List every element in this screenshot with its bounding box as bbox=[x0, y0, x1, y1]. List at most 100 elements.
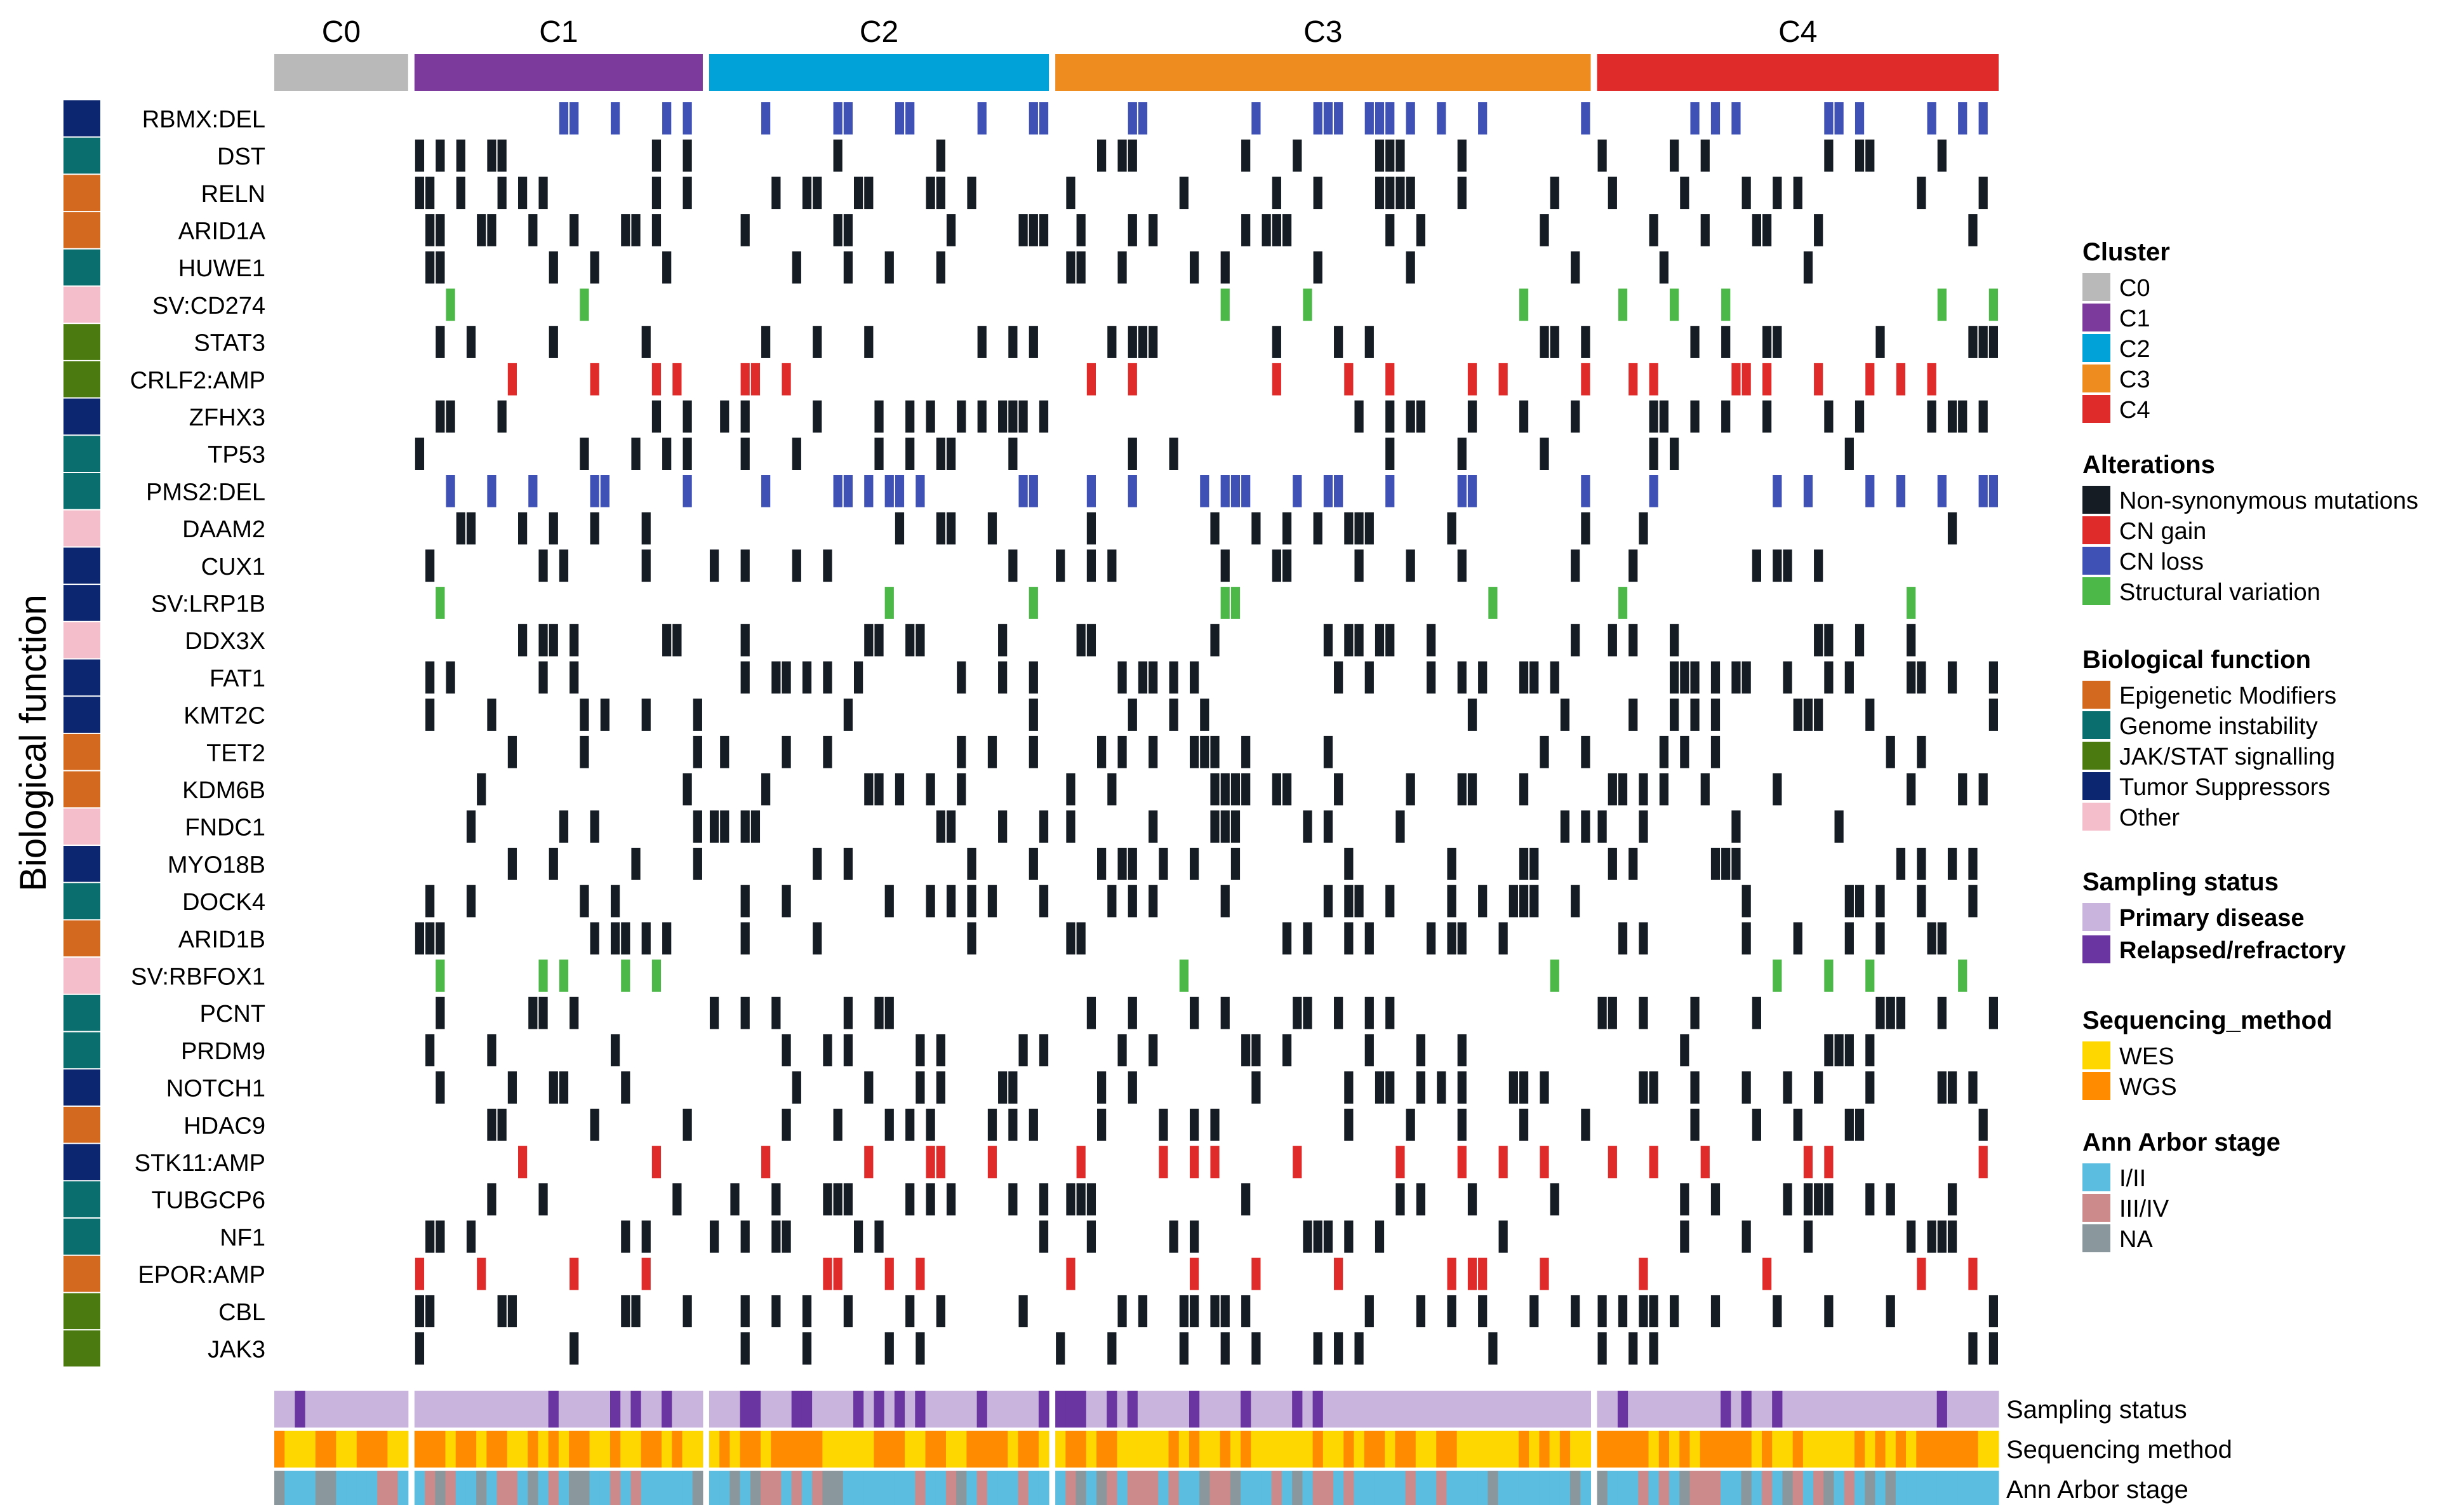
sampling-status-cell bbox=[1906, 1391, 1917, 1428]
sampling-status-cell bbox=[1312, 1391, 1324, 1428]
alteration-cell bbox=[854, 177, 863, 210]
alteration-cell bbox=[415, 922, 425, 955]
ann-arbor-stage-cell bbox=[589, 1471, 601, 1505]
alteration-cell bbox=[884, 996, 894, 1029]
sampling-status-cell bbox=[1916, 1391, 1927, 1428]
alteration-cell bbox=[1086, 1221, 1096, 1253]
alteration-cell bbox=[1988, 661, 1998, 694]
alteration-cell bbox=[549, 251, 558, 284]
alteration-cell bbox=[1200, 735, 1209, 768]
alteration-cell bbox=[1416, 1295, 1425, 1328]
alteration-cell bbox=[641, 1257, 651, 1290]
sequencing-method-cell bbox=[1617, 1431, 1628, 1468]
function-cell bbox=[63, 1032, 100, 1069]
alteration-cell bbox=[538, 624, 548, 657]
function-cell bbox=[63, 1219, 100, 1255]
alteration-cell bbox=[538, 960, 548, 992]
legend-label: Relapsed/refractory bbox=[2119, 937, 2346, 964]
alteration-cell bbox=[683, 177, 692, 210]
legend-label: Primary disease bbox=[2119, 905, 2305, 932]
alteration-cell bbox=[590, 251, 599, 284]
alteration-cell bbox=[1896, 996, 1906, 1029]
alteration-cell bbox=[1550, 177, 1559, 210]
alteration-cell bbox=[1907, 624, 1916, 657]
alteration-cell bbox=[1731, 363, 1741, 396]
sequencing-method-cell bbox=[945, 1431, 957, 1468]
sampling-status-cell bbox=[1168, 1391, 1180, 1428]
sequencing-method-cell bbox=[1834, 1431, 1845, 1468]
alteration-cell bbox=[425, 251, 435, 284]
alteration-cell bbox=[1467, 773, 1477, 806]
alteration-cell bbox=[1416, 1034, 1425, 1067]
function-cell bbox=[63, 585, 100, 621]
sampling-status-cell bbox=[1854, 1391, 1865, 1428]
alteration-cell bbox=[1272, 177, 1281, 210]
legend-title: Cluster bbox=[2082, 238, 2170, 266]
ann-arbor-stage-cell bbox=[662, 1471, 672, 1505]
alteration-cell bbox=[1189, 848, 1199, 880]
function-cell bbox=[63, 249, 100, 286]
alteration-cell bbox=[1958, 960, 1968, 992]
sequencing-method-cell bbox=[1467, 1431, 1478, 1468]
alteration-cell bbox=[740, 1221, 750, 1253]
alteration-cell bbox=[1927, 363, 1936, 396]
alteration-cell bbox=[1149, 214, 1158, 246]
alteration-cell bbox=[1066, 922, 1076, 955]
ann-arbor-stage-cell bbox=[1549, 1471, 1561, 1505]
sampling-status-cell bbox=[1844, 1391, 1855, 1428]
ann-arbor-stage-cell bbox=[1302, 1471, 1314, 1505]
alteration-cell bbox=[1608, 848, 1617, 880]
alteration-cell bbox=[1230, 475, 1241, 507]
alteration-cell bbox=[1447, 848, 1456, 880]
function-cell bbox=[63, 212, 100, 248]
ann-arbor-stage-cell bbox=[1168, 1471, 1180, 1505]
alteration-cell bbox=[916, 1332, 925, 1365]
sequencing-method-cell bbox=[397, 1431, 409, 1468]
alteration-cell bbox=[1488, 587, 1498, 619]
sampling-status-cell bbox=[781, 1391, 792, 1428]
alteration-cell bbox=[1313, 512, 1322, 545]
alteration-cell bbox=[425, 549, 435, 582]
sequencing-method-cell bbox=[1751, 1431, 1762, 1468]
sequencing-method-cell bbox=[1127, 1431, 1138, 1468]
alteration-cell bbox=[1354, 400, 1364, 433]
sampling-status-cell bbox=[397, 1391, 409, 1428]
alteration-cell bbox=[957, 773, 966, 806]
ann-arbor-stage-cell bbox=[945, 1471, 957, 1505]
alteration-cell bbox=[631, 1295, 641, 1328]
alteration-cell bbox=[1608, 773, 1617, 806]
alteration-cell bbox=[1447, 1295, 1456, 1328]
alteration-cell bbox=[1086, 624, 1096, 657]
sampling-status-cell bbox=[1137, 1391, 1149, 1428]
sampling-status-cell bbox=[662, 1391, 672, 1428]
alteration-cell bbox=[720, 400, 729, 433]
alteration-cell bbox=[1519, 885, 1529, 918]
alteration-cell bbox=[1649, 1071, 1658, 1104]
sampling-status-cell bbox=[1261, 1391, 1272, 1428]
alteration-cell bbox=[1313, 102, 1322, 135]
alteration-cell bbox=[1968, 848, 1978, 880]
sampling-status-cell bbox=[1446, 1391, 1458, 1428]
sampling-status-cell bbox=[1241, 1391, 1251, 1428]
gene-label: STK11:AMP bbox=[135, 1150, 265, 1177]
alteration-cell bbox=[1220, 549, 1230, 582]
sampling-status-cell bbox=[1539, 1391, 1550, 1428]
alteration-cell bbox=[792, 438, 801, 470]
alteration-cell bbox=[425, 699, 435, 731]
alteration-cell bbox=[1097, 848, 1107, 880]
sampling-status-cell bbox=[1127, 1391, 1138, 1428]
gene-label: SV:RBFOX1 bbox=[131, 963, 265, 990]
sampling-status-cell bbox=[1741, 1391, 1752, 1428]
alteration-cell bbox=[497, 1108, 507, 1141]
function-cell bbox=[63, 1255, 100, 1292]
sampling-status-cell bbox=[1648, 1391, 1660, 1428]
sequencing-method-cell bbox=[1230, 1431, 1241, 1468]
sequencing-method-cell bbox=[1721, 1431, 1731, 1468]
alteration-cell bbox=[466, 885, 476, 918]
alteration-cell bbox=[1680, 661, 1689, 694]
ann-arbor-stage-cell bbox=[377, 1471, 388, 1505]
sampling-status-cell bbox=[295, 1391, 306, 1428]
alteration-cell bbox=[662, 922, 672, 955]
sequencing-method-cell bbox=[1065, 1431, 1077, 1468]
legend-label: WGS bbox=[2119, 1074, 2177, 1100]
